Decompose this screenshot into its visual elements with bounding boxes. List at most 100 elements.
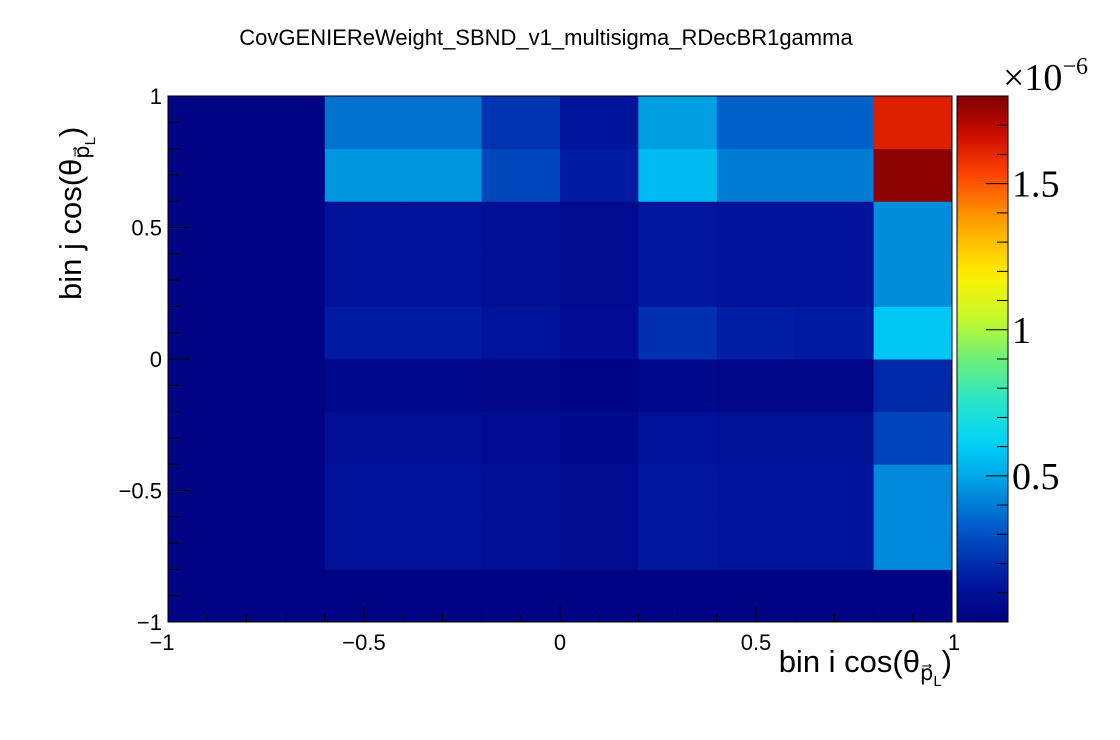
z-tick-label: 1.5 [1012, 164, 1060, 206]
heatmap-cell [873, 201, 953, 255]
heatmap-cell [560, 306, 639, 360]
x-tick-label: 0.5 [741, 630, 772, 655]
heatmap-cell [560, 569, 639, 597]
heatmap-cell [638, 359, 718, 413]
heatmap-cell [481, 464, 561, 518]
x-tick-label: −1 [149, 630, 174, 655]
heatmap-cell [168, 516, 247, 570]
heatmap-cell [168, 148, 247, 202]
chart-title: CovGENIEReWeight_SBND_v1_multisigma_RDec… [239, 25, 853, 50]
heatmap-cell [246, 516, 326, 570]
heatmap-cell [560, 516, 639, 570]
heatmap-cell [795, 96, 875, 150]
heatmap-cell [560, 96, 639, 150]
heatmap-cell [716, 96, 796, 150]
heatmap-cell [403, 148, 483, 202]
heatmap-cell [481, 359, 561, 413]
heatmap-cell [873, 253, 953, 307]
heatmap-cell [324, 96, 404, 150]
heatmap-cell [716, 359, 796, 413]
heatmap-cell [403, 306, 483, 360]
heatmap-cell [560, 201, 639, 255]
heatmap-cell [324, 464, 404, 518]
heatmap-cell [246, 306, 326, 360]
heatmap-cell [795, 148, 875, 202]
heatmap-cell [168, 359, 247, 413]
y-tick-label: 1 [150, 84, 162, 109]
heatmap-cell [481, 96, 561, 150]
heatmap-cell [873, 411, 953, 465]
z-tick-label: 0.5 [1012, 456, 1060, 498]
heatmap-cell [795, 201, 875, 255]
heatmap-cell [481, 148, 561, 202]
x-axis-label: bin i cos(θp⃗L) [779, 644, 952, 690]
heatmap-cell [168, 253, 247, 307]
heatmap-cell [638, 148, 718, 202]
heatmap-cell [403, 253, 483, 307]
z-scale-multiplier: ×10−6 [1003, 54, 1088, 99]
heatmap-cell [795, 411, 875, 465]
y-tick-label: −1 [137, 610, 162, 635]
heatmap-cell [481, 201, 561, 255]
heatmap-cell [716, 411, 796, 465]
heatmap-cell [481, 411, 561, 465]
heatmap-cell [873, 96, 953, 150]
heatmap-cell [795, 306, 875, 360]
heatmap-cell [716, 306, 796, 360]
x-tick-label: 1 [948, 630, 960, 655]
heatmap-cell [795, 569, 875, 597]
heatmap-cell [168, 569, 247, 597]
heatmap-cell [403, 96, 483, 150]
heatmap-cell [324, 569, 404, 597]
heatmap-cell [481, 516, 561, 570]
axes: −1 −0.5 0 0.5 1 −1 −0.5 0 0.5 1 [119, 84, 961, 655]
heatmap-cell [246, 253, 326, 307]
y-tick-label: 0 [150, 347, 162, 372]
heatmap-cell [246, 148, 326, 202]
heatmap-cell [638, 464, 718, 518]
heatmap-cell [873, 148, 953, 202]
heatmap-cell [403, 411, 483, 465]
heatmap-cell [403, 359, 483, 413]
heatmap-cell [716, 569, 796, 597]
y-tick-label: −0.5 [119, 479, 162, 504]
heatmap-cell [795, 253, 875, 307]
heatmap-cell [168, 96, 247, 150]
heatmap-cell [324, 411, 404, 465]
y-axis-label: bin j cos(θp⃗L) [53, 127, 99, 300]
heatmap-cell [716, 516, 796, 570]
heatmap-cell [638, 201, 718, 255]
heatmap-cell [324, 253, 404, 307]
heatmap-cell [638, 411, 718, 465]
heatmap-cell [324, 516, 404, 570]
heatmap-cell [873, 464, 953, 518]
heatmap-cell [246, 569, 326, 597]
heatmap-cell [638, 306, 718, 360]
heatmap-cell [873, 306, 953, 360]
color-scale-bar: 0.5 1 1.5 ×10−6 [956, 54, 1088, 623]
z-tick-label: 1 [1012, 310, 1031, 352]
heatmap-cell [560, 411, 639, 465]
heatmap-cell [403, 464, 483, 518]
heatmap-cell [246, 411, 326, 465]
heatmap-cell [403, 201, 483, 255]
heatmap-cell [324, 306, 404, 360]
heatmap-cell [560, 464, 639, 518]
heatmap-cell [638, 516, 718, 570]
heatmap-cell [403, 569, 483, 597]
heatmap-cell [638, 253, 718, 307]
heatmap-cell [795, 516, 875, 570]
heatmap-cell [638, 96, 718, 150]
heatmap-cell [324, 201, 404, 255]
heatmap-cell [795, 464, 875, 518]
heatmap-cell [716, 464, 796, 518]
heatmap-cell [873, 516, 953, 570]
heatmap-cell [324, 359, 404, 413]
x-axis-label-text: bin i cos(θp⃗L) [779, 644, 952, 690]
y-tick-label: 0.5 [131, 216, 162, 241]
heatmap-cell [168, 306, 247, 360]
x-tick-label: 0 [554, 630, 566, 655]
heatmap-cell [246, 201, 326, 255]
y-axis-label-text: bin j cos(θp⃗L) [53, 127, 99, 300]
